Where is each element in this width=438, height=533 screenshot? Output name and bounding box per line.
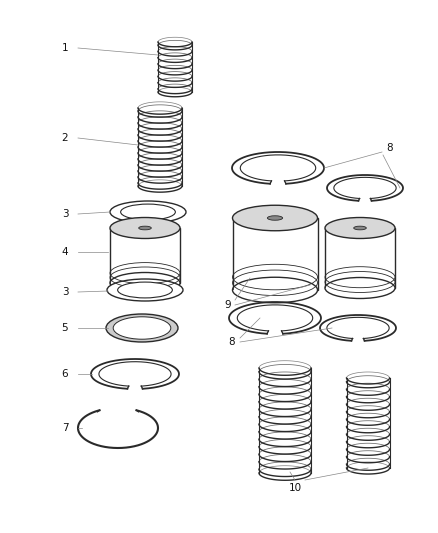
Ellipse shape — [233, 277, 318, 303]
Ellipse shape — [118, 282, 173, 298]
Ellipse shape — [139, 226, 151, 230]
Text: 7: 7 — [62, 423, 68, 433]
Ellipse shape — [110, 272, 180, 294]
Text: 10: 10 — [289, 483, 301, 493]
Ellipse shape — [110, 217, 180, 238]
Ellipse shape — [120, 204, 175, 220]
Ellipse shape — [113, 317, 171, 339]
Text: 3: 3 — [62, 287, 68, 297]
Ellipse shape — [325, 217, 395, 238]
Text: 5: 5 — [62, 323, 68, 333]
Ellipse shape — [110, 201, 186, 223]
Text: 1: 1 — [62, 43, 68, 53]
Text: 3: 3 — [62, 209, 68, 219]
Text: 8: 8 — [387, 143, 393, 153]
Ellipse shape — [233, 205, 318, 231]
Ellipse shape — [354, 226, 366, 230]
Ellipse shape — [106, 314, 178, 342]
Polygon shape — [325, 228, 395, 288]
Polygon shape — [110, 228, 180, 283]
Text: 6: 6 — [62, 369, 68, 379]
Polygon shape — [233, 218, 318, 290]
Text: 4: 4 — [62, 247, 68, 257]
Text: 9: 9 — [225, 300, 231, 310]
Ellipse shape — [107, 279, 183, 301]
Ellipse shape — [325, 278, 395, 298]
Text: 2: 2 — [62, 133, 68, 143]
Text: 8: 8 — [229, 337, 235, 347]
Ellipse shape — [267, 216, 283, 220]
